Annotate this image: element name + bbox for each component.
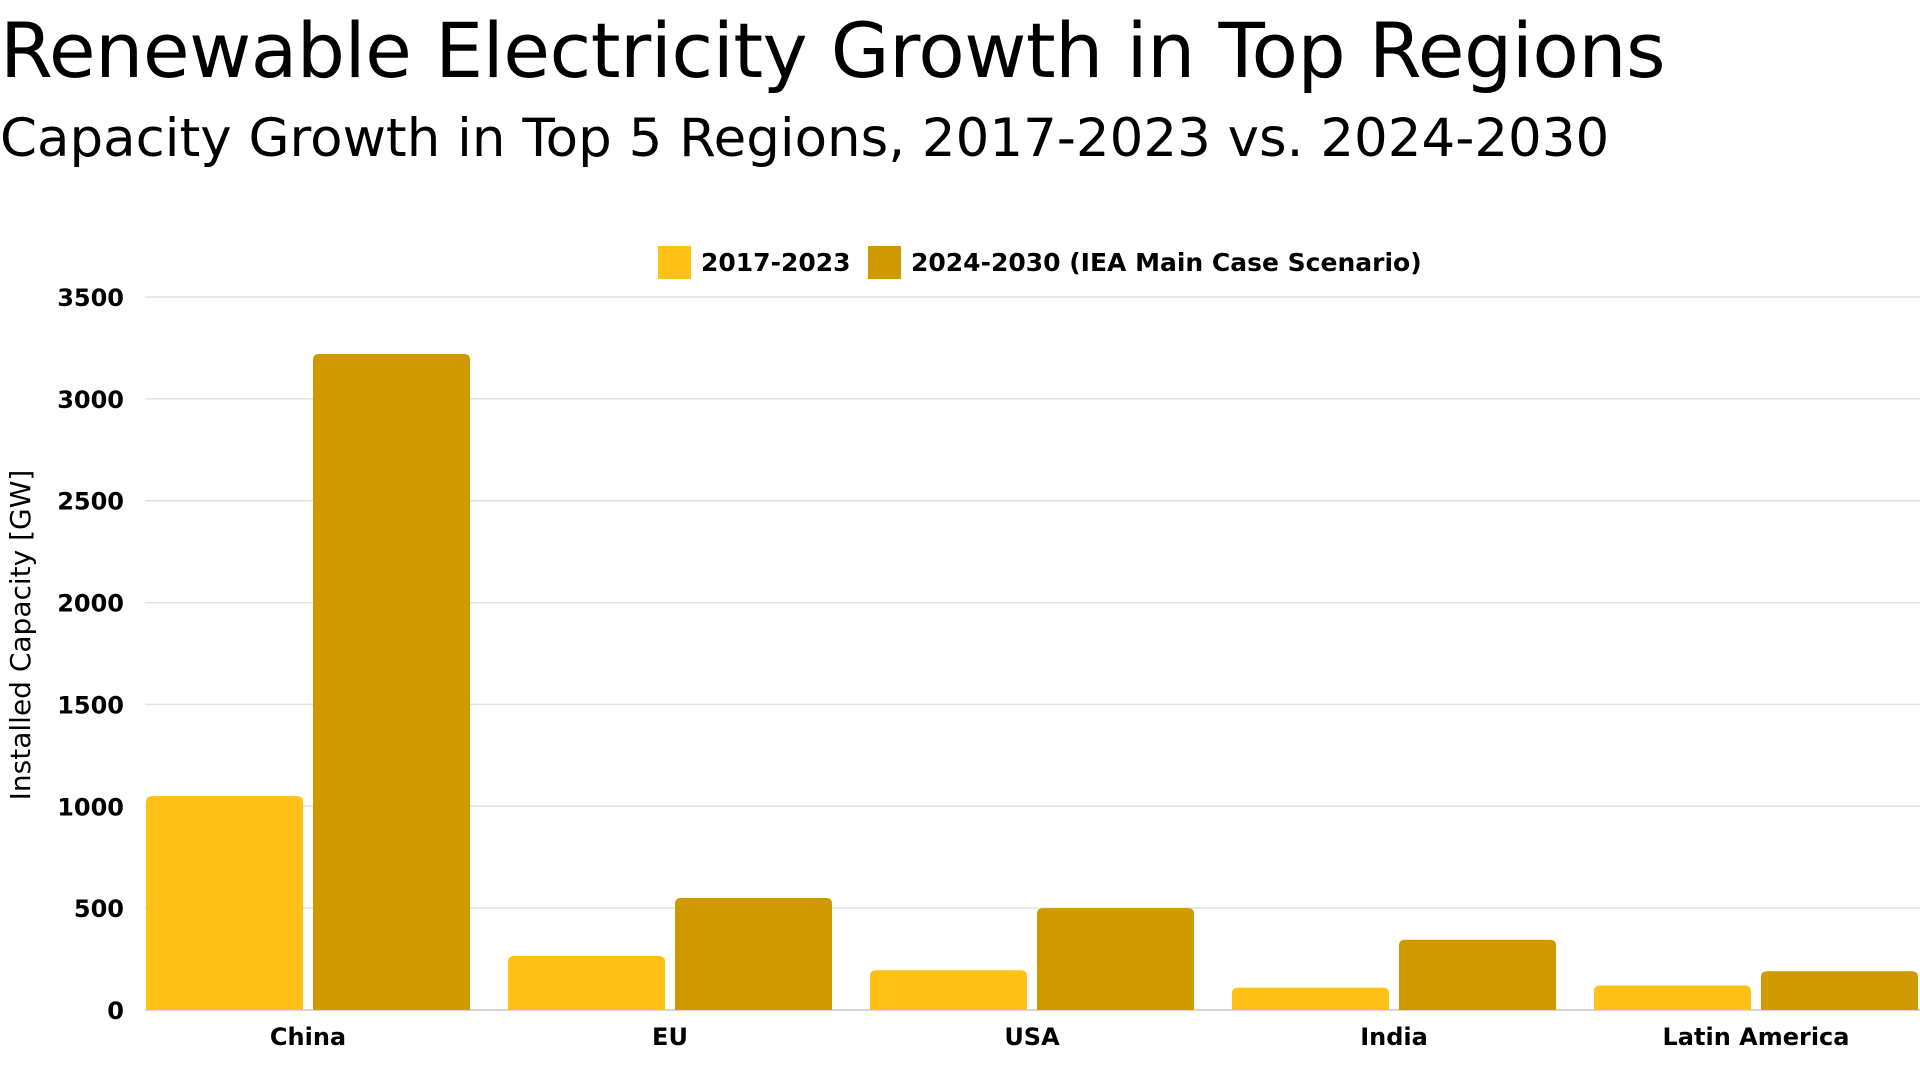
y-tick-label: 3000 <box>57 386 124 414</box>
bar-eu-series-1 <box>508 956 665 1010</box>
x-tick-label: EU <box>652 1023 688 1051</box>
bar-eu-series-2 <box>675 897 832 1010</box>
x-tick-label: India <box>1360 1023 1428 1051</box>
y-tick-label: 500 <box>74 895 124 923</box>
legend-swatch-series-1 <box>658 246 691 279</box>
bar-usa-series-1 <box>870 970 1027 1010</box>
chart-subtitle: Capacity Growth in Top 5 Regions, 2017-2… <box>0 108 1610 169</box>
y-tick-label: 1000 <box>57 793 124 821</box>
legend-label-series-2: 2024-2030 (IEA Main Case Scenario) <box>911 248 1422 277</box>
y-axis-title: Installed Capacity [GW] <box>4 470 37 801</box>
y-axis-ticks: 0 500 1000 1500 2000 2500 3000 3500 <box>57 284 124 1025</box>
x-axis-ticks: China EU USA India Latin America <box>270 1023 1850 1051</box>
y-tick-label: 2000 <box>57 590 124 618</box>
y-tick-label: 1500 <box>57 691 124 719</box>
bar-india-series-1 <box>1232 987 1389 1010</box>
legend-label-series-1: 2017-2023 <box>701 248 851 277</box>
y-tick-label: 0 <box>107 997 124 1025</box>
legend: 2017-2023 2024-2030 (IEA Main Case Scenar… <box>658 246 1422 279</box>
bar-india-series-2 <box>1399 939 1556 1010</box>
bar-china-series-2 <box>313 354 470 1010</box>
x-tick-label: Latin America <box>1663 1023 1850 1051</box>
x-tick-label: China <box>270 1023 346 1051</box>
bars <box>146 354 1918 1010</box>
y-tick-label: 2500 <box>57 488 124 516</box>
chart-title: Renewable Electricity Growth in Top Regi… <box>0 6 1666 95</box>
bar-china-series-1 <box>146 796 303 1010</box>
bar-latin-america-series-1 <box>1594 985 1751 1010</box>
bar-usa-series-2 <box>1037 908 1194 1010</box>
x-tick-label: USA <box>1004 1023 1060 1051</box>
legend-swatch-series-2 <box>868 246 901 279</box>
y-tick-label: 3500 <box>57 284 124 312</box>
bar-latin-america-series-2 <box>1761 971 1918 1010</box>
